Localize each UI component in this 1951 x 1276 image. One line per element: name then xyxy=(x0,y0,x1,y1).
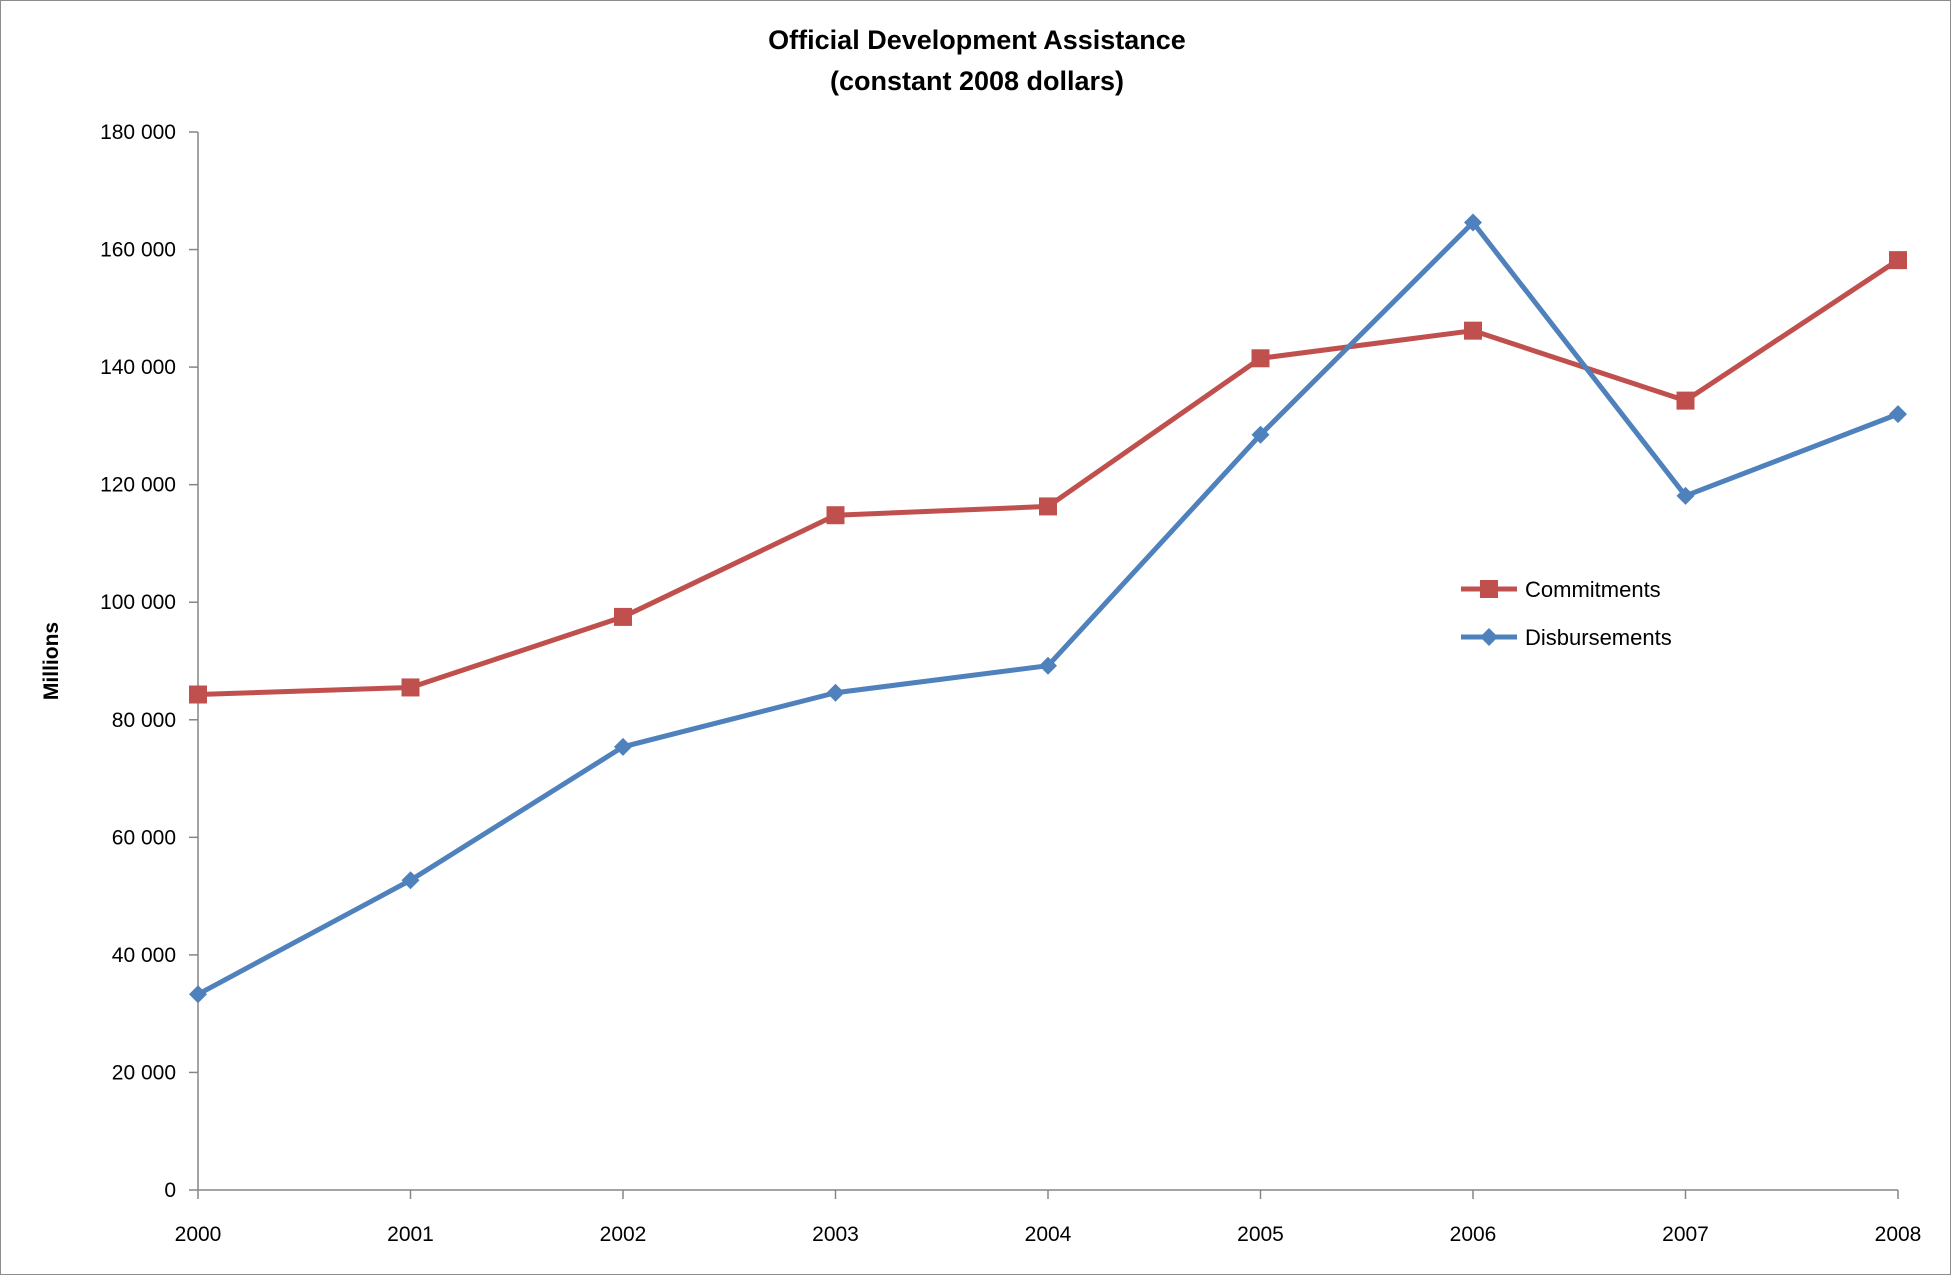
legend-item-commitments: Commitments xyxy=(1461,577,1661,602)
disbursements-point xyxy=(1464,213,1482,232)
x-tick-label: 2007 xyxy=(1662,1223,1709,1246)
x-tick-label: 2004 xyxy=(1025,1223,1072,1246)
y-tick-label: 40 000 xyxy=(112,944,176,967)
commitments-point xyxy=(826,506,845,525)
disbursements-point xyxy=(1889,405,1907,424)
y-tick-label: 160 000 xyxy=(100,239,176,262)
commitments-point xyxy=(1889,251,1907,270)
disbursements-point xyxy=(1251,425,1270,444)
legend-swatch-marker xyxy=(1480,628,1498,646)
commitments-point xyxy=(1251,349,1270,368)
series-layer xyxy=(189,213,1907,1004)
commitments-point xyxy=(1676,391,1695,410)
x-tick-label: 2003 xyxy=(812,1223,859,1246)
x-tick-label: 2000 xyxy=(175,1223,222,1246)
legend: Commitments Disbursements xyxy=(1461,577,1672,650)
chart-subtitle: (constant 2008 dollars) xyxy=(830,66,1124,96)
x-tick-label: 2008 xyxy=(1875,1223,1922,1246)
disbursements-line xyxy=(196,220,1899,997)
commitments-point xyxy=(1464,321,1482,340)
y-tick-label: 0 xyxy=(164,1179,176,1202)
series-commitments xyxy=(189,251,1907,704)
legend-label: Disbursements xyxy=(1525,625,1672,650)
legend-swatch-marker xyxy=(1480,580,1498,598)
legend-label: Commitments xyxy=(1525,577,1661,602)
axes: 0 20 000 40 000 60 000 80 000 100 000 120 000 1… xyxy=(100,121,1921,1246)
x-tick-label: 2001 xyxy=(387,1223,434,1246)
disbursements-point xyxy=(826,683,845,702)
y-tick-label: 80 000 xyxy=(112,709,176,732)
disbursements-point xyxy=(1039,656,1057,675)
x-tick-label: 2002 xyxy=(600,1223,647,1246)
commitments-point xyxy=(1039,497,1057,516)
x-tick-label: 2006 xyxy=(1450,1223,1497,1246)
commitments-point xyxy=(189,685,207,704)
y-tick-label: 120 000 xyxy=(100,474,176,497)
disbursements-point xyxy=(401,871,420,890)
chart-title: Official Development Assistance xyxy=(768,25,1186,55)
commitments-point xyxy=(614,607,632,626)
series-disbursements xyxy=(189,213,1907,1004)
commitments-point xyxy=(401,678,420,697)
y-tick-label: 140 000 xyxy=(100,356,176,379)
y-tick-label: 20 000 xyxy=(112,1061,176,1084)
y-axis-label: Millions xyxy=(40,622,63,700)
disbursements-point xyxy=(189,985,207,1004)
legend-item-disbursements: Disbursements xyxy=(1461,625,1672,650)
x-tick-label: 2005 xyxy=(1237,1223,1284,1246)
disbursements-point xyxy=(1676,486,1695,505)
y-tick-label: 60 000 xyxy=(112,826,176,849)
disbursements-point xyxy=(614,737,632,756)
y-tick-label: 180 000 xyxy=(100,121,176,144)
y-tick-label: 100 000 xyxy=(100,591,176,614)
